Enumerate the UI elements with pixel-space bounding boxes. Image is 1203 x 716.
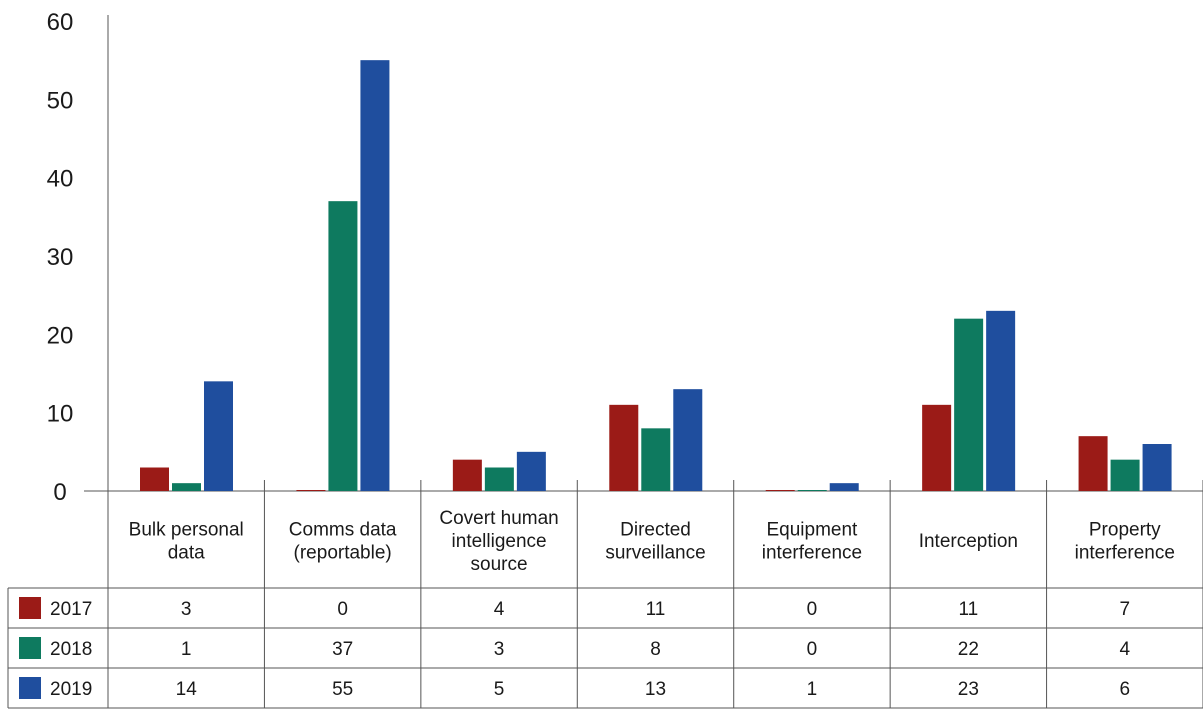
table-value: 11: [958, 599, 978, 620]
legend-label-2019: 2019: [50, 679, 92, 700]
bar-2017: [1078, 436, 1108, 491]
table-value: 14: [176, 679, 198, 700]
bar-2019: [829, 483, 859, 491]
table-value: 1: [807, 679, 818, 700]
table-value: 5: [494, 679, 505, 700]
bar-2018: [954, 318, 984, 491]
x-category-label-line: Comms data: [289, 520, 397, 541]
x-category-label: Property interference: [1075, 520, 1175, 564]
x-category-label-line: Interception: [919, 531, 1018, 552]
x-category-label-line: data: [168, 543, 205, 564]
bar-2018: [172, 483, 201, 491]
bar-2017: [922, 404, 952, 491]
table-value: 8: [650, 639, 661, 660]
bar-2017: [140, 467, 169, 491]
x-category-label: Equipment interference: [762, 520, 862, 564]
x-category-label-line: (reportable): [294, 543, 392, 564]
table-value: 6: [1119, 679, 1130, 700]
bar-2019: [204, 381, 233, 491]
x-category-label-line: Directed: [620, 520, 691, 541]
x-category-label-line: source: [471, 554, 528, 575]
y-tick-label: 10: [47, 401, 74, 428]
legend-label-2018: 2018: [50, 639, 92, 660]
y-tick-label: 40: [47, 166, 74, 193]
y-tick-label: 20: [47, 322, 74, 349]
table-value: 1: [181, 639, 192, 660]
x-category-label: Bulk personal data: [129, 520, 244, 564]
bar-2018: [641, 428, 671, 491]
bars: [140, 60, 1172, 492]
legend-swatch-2017: [19, 597, 41, 619]
x-category-label-line: Property: [1089, 520, 1161, 541]
bar-2018: [797, 490, 827, 491]
table-value: 23: [958, 679, 979, 700]
bar-2017: [609, 404, 639, 491]
bar-2019: [1142, 444, 1172, 491]
x-category-label: Covert human intelligence source: [439, 508, 558, 575]
table-value: 0: [337, 599, 348, 620]
table-value: 55: [332, 679, 353, 700]
table-value: 3: [181, 599, 192, 620]
bar-2017: [296, 490, 326, 491]
table-value: 4: [494, 599, 505, 620]
x-category-label-line: Equipment: [767, 520, 859, 541]
x-category-label-line: surveillance: [605, 543, 705, 564]
table-value: 4: [1119, 639, 1130, 660]
bar-2018: [1110, 459, 1140, 491]
bar-2019: [986, 310, 1016, 491]
table-value: 22: [958, 639, 979, 660]
table-value: 11: [646, 599, 666, 620]
x-category-label-line: Bulk personal: [129, 520, 244, 541]
table-value: 37: [332, 639, 353, 660]
x-category-label-line: interference: [1075, 543, 1175, 564]
table-value: 13: [645, 679, 666, 700]
x-category-label-line: Covert human: [439, 508, 558, 529]
bar-2018: [484, 467, 514, 491]
x-category-label-line: intelligence: [452, 531, 547, 552]
table-value: 3: [494, 639, 505, 660]
table-value: 7: [1119, 599, 1130, 620]
y-tick-label: 30: [47, 244, 74, 271]
x-category-label: Comms data (reportable): [289, 520, 397, 564]
bar-2017: [452, 459, 482, 491]
x-category-label-line: interference: [762, 543, 862, 564]
x-category-label: Directed surveillance: [605, 520, 705, 564]
bar-2019: [516, 451, 546, 491]
x-category-label: Interception: [919, 531, 1018, 552]
y-tick-label: 50: [47, 87, 74, 114]
bar-2019: [360, 60, 390, 492]
legend-swatch-2018: [19, 637, 41, 659]
bar-2017: [765, 490, 795, 491]
bar-2019: [673, 389, 703, 491]
legend-swatch-2019: [19, 677, 41, 699]
legend-label-2017: 2017: [50, 599, 92, 620]
table-value: 0: [807, 599, 818, 620]
y-tick-label: 0: [53, 479, 66, 506]
y-tick-label: 60: [47, 9, 74, 36]
bar-2018: [328, 201, 358, 491]
table-value: 0: [807, 639, 818, 660]
